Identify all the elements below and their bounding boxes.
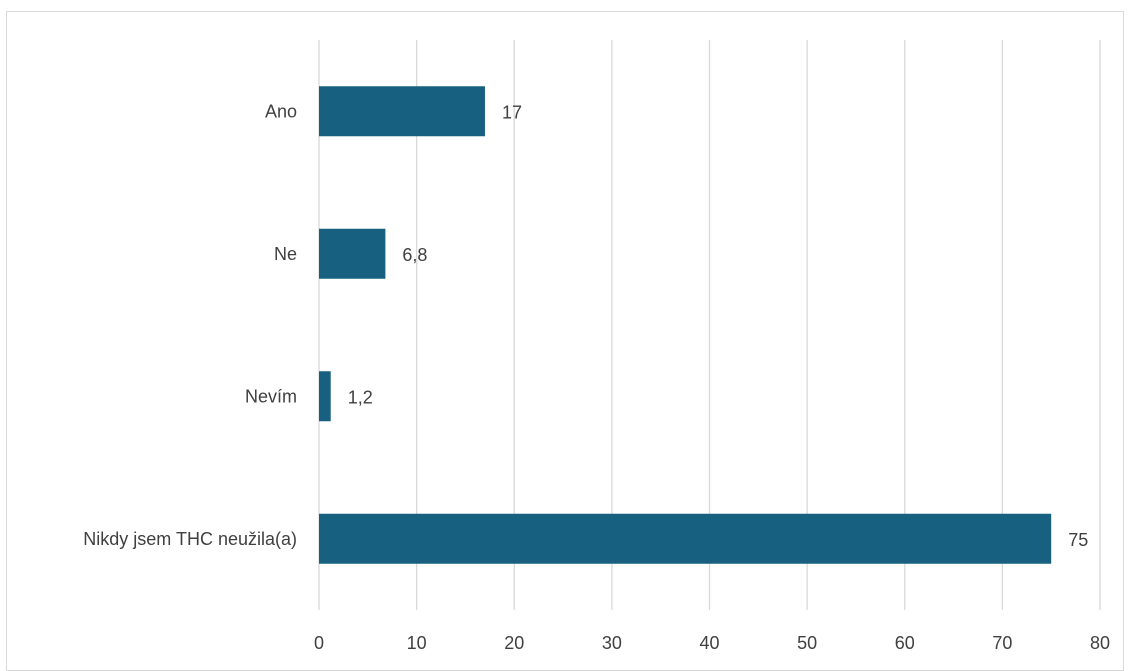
bar	[319, 86, 485, 137]
x-tick-label: 50	[797, 633, 817, 653]
labels: 0 10 20 30 40 50 60 70 80 Ano 17 Ne 6,8 Nevím 1,2 Nikdy…	[83, 101, 1110, 653]
x-tick-label: 70	[992, 633, 1012, 653]
x-tick-label: 60	[895, 633, 915, 653]
x-tick-label: 10	[407, 633, 427, 653]
bar	[319, 228, 386, 279]
x-tick-label: 40	[699, 633, 719, 653]
x-tick-label: 30	[602, 633, 622, 653]
bars	[319, 86, 1052, 564]
x-tick-label: 20	[504, 633, 524, 653]
category-label: Ano	[265, 101, 297, 121]
category-label: Ne	[274, 244, 297, 264]
bar	[319, 371, 331, 422]
x-tick-label: 0	[314, 633, 324, 653]
bar	[319, 513, 1052, 564]
data-label: 6,8	[402, 245, 427, 265]
category-label: Nikdy jsem THC neužila(a)	[83, 529, 297, 549]
data-label: 75	[1068, 530, 1088, 550]
data-label: 17	[502, 102, 522, 122]
data-label: 1,2	[348, 387, 373, 407]
category-label: Nevím	[245, 386, 297, 406]
x-tick-label: 80	[1090, 633, 1110, 653]
